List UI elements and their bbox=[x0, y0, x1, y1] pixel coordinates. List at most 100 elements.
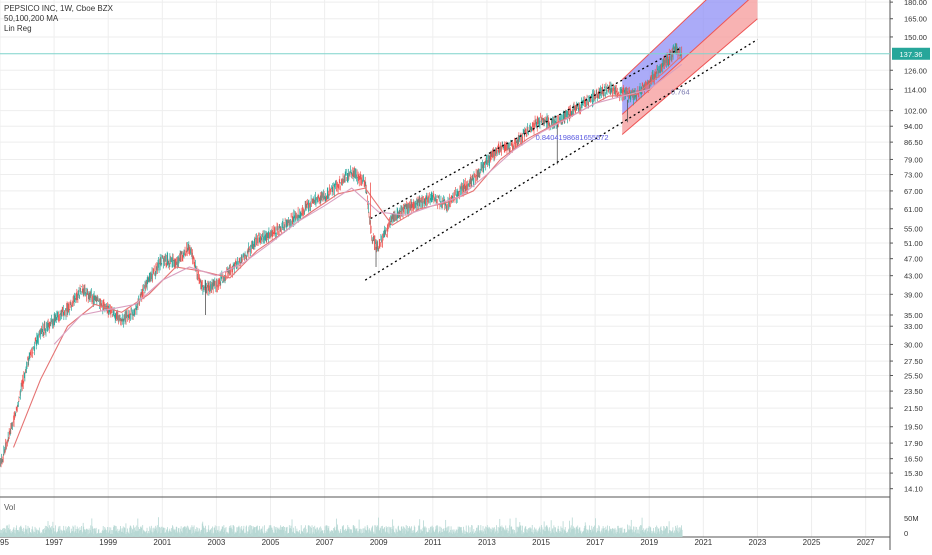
volume-bar bbox=[213, 532, 214, 537]
volume-bar bbox=[2, 531, 4, 537]
volume-bar bbox=[10, 532, 12, 537]
volume-bar bbox=[256, 525, 258, 537]
volume-bar bbox=[636, 533, 638, 537]
volume-bar bbox=[251, 525, 252, 537]
volume-bar bbox=[506, 533, 508, 537]
volume-bar bbox=[28, 527, 30, 537]
volume-bar bbox=[285, 530, 286, 537]
volume-bar bbox=[166, 529, 168, 537]
volume-bar bbox=[62, 529, 64, 537]
volume-bar bbox=[434, 529, 436, 537]
volume-bar bbox=[399, 529, 401, 537]
volume-bar bbox=[122, 526, 124, 537]
volume-bar bbox=[407, 527, 409, 537]
volume-bar bbox=[408, 531, 410, 537]
volume-bar bbox=[203, 533, 205, 537]
volume-bar bbox=[630, 526, 632, 537]
volume-bar bbox=[647, 531, 649, 537]
volume-bar bbox=[587, 529, 588, 537]
volume-bar bbox=[128, 533, 130, 537]
volume-bar bbox=[168, 532, 170, 537]
volume-bar bbox=[114, 525, 115, 537]
volume-bar bbox=[354, 526, 356, 537]
volume-bar bbox=[56, 531, 58, 537]
volume-bar bbox=[27, 525, 29, 537]
volume-bar bbox=[351, 529, 352, 537]
volume-bar bbox=[681, 529, 683, 537]
volume-bar bbox=[499, 526, 501, 537]
volume-bar bbox=[627, 524, 628, 537]
volume-bar bbox=[396, 529, 397, 537]
legend-symbol[interactable]: PEPSICO INC, 1W, Cboe BZX bbox=[4, 4, 113, 13]
volume-bar bbox=[595, 518, 596, 537]
volume-bar bbox=[548, 530, 549, 537]
volume-bar bbox=[530, 528, 532, 537]
volume-bar bbox=[432, 527, 434, 537]
volume-bar bbox=[219, 530, 221, 537]
volume-bar bbox=[297, 531, 298, 537]
volume-bar bbox=[5, 525, 7, 537]
volume-bar bbox=[11, 533, 13, 537]
volume-bar bbox=[398, 525, 400, 537]
volume-bar bbox=[70, 532, 72, 537]
volume-bar bbox=[499, 518, 501, 537]
volume-bar bbox=[243, 525, 245, 537]
volume-bar bbox=[549, 531, 551, 537]
volume-bar bbox=[201, 529, 203, 537]
volume-bar bbox=[53, 528, 54, 537]
y-tick-label: 14.10 bbox=[904, 485, 923, 494]
volume-bar bbox=[452, 533, 454, 537]
volume-bar bbox=[675, 529, 677, 537]
volume-bar bbox=[302, 528, 304, 537]
volume-bar bbox=[667, 533, 669, 537]
volume-bar bbox=[440, 526, 442, 537]
volume-bar bbox=[431, 525, 433, 537]
volume-bar bbox=[143, 530, 145, 537]
volume-bar bbox=[312, 533, 313, 537]
volume-bar bbox=[273, 532, 275, 537]
volume-bar bbox=[504, 530, 506, 537]
volume-bar bbox=[275, 529, 277, 537]
volume-bar bbox=[312, 532, 314, 537]
volume-bar bbox=[347, 525, 349, 537]
volume-bar bbox=[389, 527, 391, 537]
volume-bar bbox=[390, 526, 392, 537]
volume-bar bbox=[196, 531, 198, 537]
volume-bar bbox=[423, 520, 424, 537]
volume-bar bbox=[522, 525, 523, 537]
volume-bar bbox=[593, 531, 595, 537]
volume-bar bbox=[57, 531, 59, 537]
volume-bar bbox=[650, 527, 652, 537]
volume-bar bbox=[613, 533, 615, 537]
volume-bar bbox=[522, 533, 524, 537]
volume-bar bbox=[232, 525, 234, 537]
volume-bar bbox=[628, 525, 630, 537]
volume-bar bbox=[72, 525, 74, 537]
linreg-lower-line bbox=[621, 18, 758, 135]
volume-bar bbox=[516, 526, 518, 537]
volume-bar bbox=[611, 528, 613, 537]
volume-bar bbox=[386, 527, 388, 537]
volume-bar bbox=[443, 530, 445, 537]
legend-linreg[interactable]: Lin Reg bbox=[4, 24, 32, 33]
y-tick-label: 165.00 bbox=[904, 15, 927, 24]
legend-ma[interactable]: 50,100,200 MA bbox=[4, 14, 59, 23]
volume-bar bbox=[543, 529, 544, 537]
volume-bar bbox=[166, 530, 167, 537]
volume-bar bbox=[400, 526, 402, 537]
volume-bar bbox=[206, 531, 208, 537]
volume-bar bbox=[442, 532, 443, 537]
volume-bar bbox=[596, 532, 598, 537]
volume-bar bbox=[292, 532, 293, 537]
volume-bar bbox=[91, 518, 93, 537]
volume-bar bbox=[454, 529, 456, 537]
volume-bar bbox=[422, 531, 423, 537]
volume-bar bbox=[625, 532, 627, 537]
volume-bar bbox=[559, 531, 561, 537]
volume-bar bbox=[365, 530, 367, 537]
volume-bar bbox=[43, 532, 45, 537]
volume-bar bbox=[585, 532, 587, 537]
volume-bar bbox=[87, 533, 89, 537]
